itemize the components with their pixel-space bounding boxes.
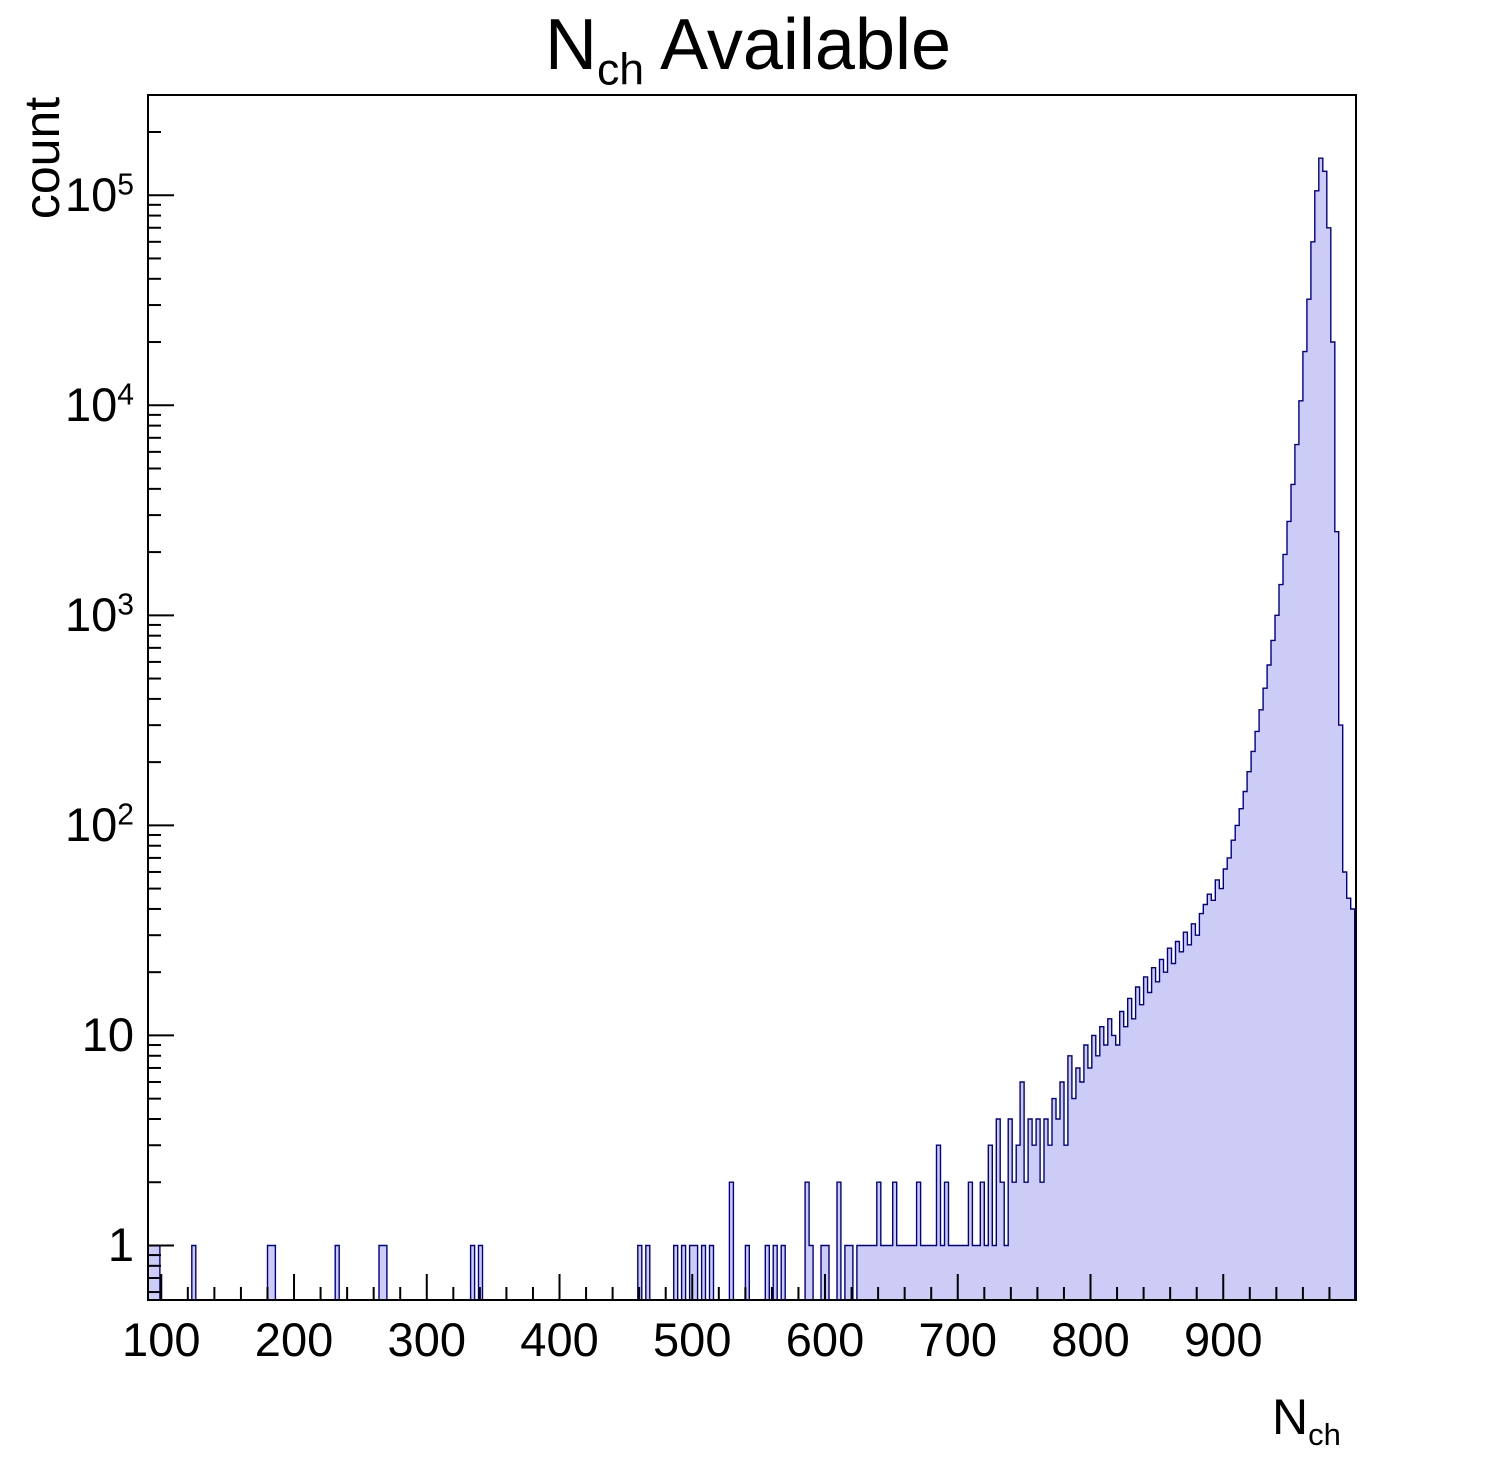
y-tick-label: 104 (64, 378, 134, 432)
y-axis-label: count (14, 96, 70, 220)
y-tick-label: 105 (64, 168, 134, 222)
x-tick-label: 600 (785, 1313, 865, 1366)
chart-title: Nch Available (0, 5, 1496, 92)
x-axis-label-subscript: ch (1308, 1417, 1341, 1452)
x-tick-label: 100 (122, 1313, 201, 1366)
x-axis-label-main: N (1272, 1389, 1309, 1445)
y-tick-label: 1 (107, 1218, 134, 1272)
x-tick-label: 700 (918, 1313, 997, 1366)
x-axis-label: Nch (1272, 1388, 1341, 1450)
histogram-series-group (147, 157, 1356, 1301)
histogram-series (147, 157, 1356, 1301)
x-tick-label: 300 (387, 1313, 466, 1366)
x-tick-label: 400 (520, 1313, 599, 1366)
x-tick-label: 900 (1184, 1313, 1263, 1366)
title-rest: Available (644, 5, 952, 85)
axis-ticks (148, 130, 1331, 1300)
x-tick-label: 200 (254, 1313, 334, 1366)
x-tick-label: 800 (1051, 1313, 1130, 1366)
plot-frame (147, 94, 1357, 1301)
y-tick-label: 102 (64, 798, 134, 852)
title-main: N (544, 5, 597, 85)
y-tick-label: 10 (81, 1008, 134, 1062)
y-tick-label: 103 (64, 588, 134, 642)
x-tick-label: 500 (653, 1313, 732, 1366)
title-subscript: ch (596, 45, 645, 95)
